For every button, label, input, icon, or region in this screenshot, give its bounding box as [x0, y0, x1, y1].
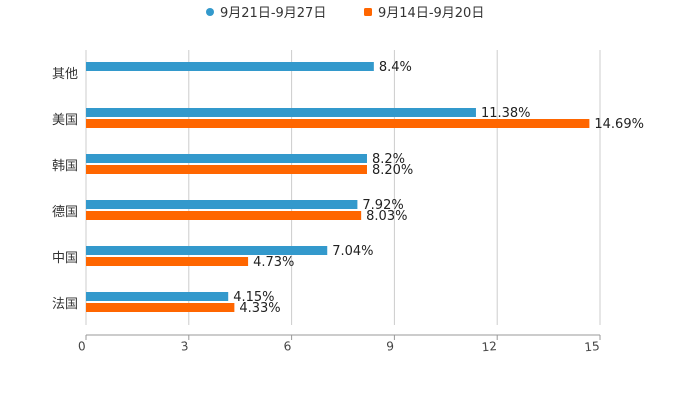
data-label: 8.2% [372, 152, 405, 167]
data-label: 11.38% [481, 106, 531, 121]
x-tick-label: 15 [584, 339, 600, 354]
bar-orange [86, 303, 235, 312]
category-label: 法国 [52, 297, 78, 312]
bar-blue [86, 246, 328, 255]
category-label: 美国 [52, 113, 78, 128]
data-label: 8.20% [372, 163, 413, 178]
bar-blue [86, 108, 476, 117]
legend-label: 9月21日-9月27日 [220, 6, 326, 21]
data-label: 14.69% [594, 117, 644, 132]
data-label: 4.33% [239, 301, 280, 316]
x-tick-label: 9 [386, 339, 395, 354]
data-label: 4.73% [253, 255, 294, 270]
data-label: 7.92% [362, 198, 403, 213]
data-label: 8.03% [366, 209, 407, 224]
bar-orange [86, 119, 590, 128]
legend-marker-square [364, 8, 372, 16]
data-label: 8.4% [379, 60, 412, 75]
category-label: 中国 [52, 251, 78, 266]
bar-orange [86, 165, 367, 174]
category-label: 韩国 [52, 159, 78, 174]
bar-orange [86, 211, 362, 220]
bar-orange [86, 257, 249, 266]
bar-blue [86, 154, 367, 163]
data-label: 4.15% [233, 290, 274, 305]
category-label: 其他 [52, 67, 78, 82]
bar-blue [86, 62, 374, 71]
category-label: 德国 [52, 205, 78, 220]
x-tick-label: 0 [77, 339, 86, 354]
bar-blue [86, 292, 229, 301]
x-tick-label: 6 [283, 339, 292, 354]
x-tick-label: 3 [180, 339, 189, 354]
legend-marker-circle [206, 8, 214, 16]
x-tick-label: 12 [481, 339, 497, 354]
legend-label: 9月14日-9月20日 [378, 6, 484, 21]
data-label: 7.04% [332, 244, 373, 259]
bar-blue [86, 200, 358, 209]
